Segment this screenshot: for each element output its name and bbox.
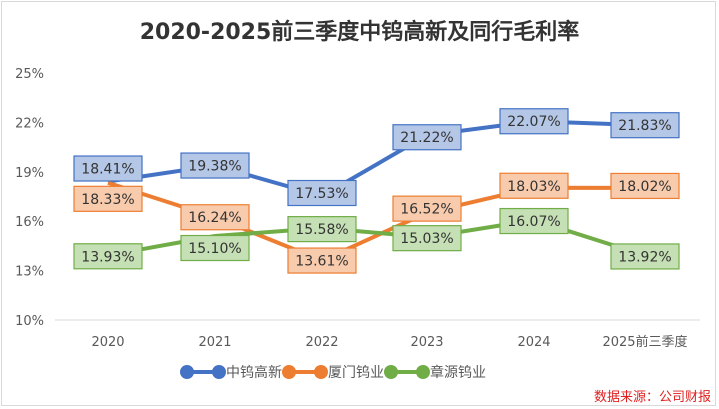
data-label-box <box>287 216 357 243</box>
data-label-box <box>73 243 143 270</box>
y-tick-label: 22% <box>15 116 44 131</box>
data-label-text: 16.52% <box>400 202 453 218</box>
data-label-box <box>73 155 143 182</box>
data-label-box <box>180 152 250 179</box>
data-label-box <box>610 112 680 139</box>
data-label-box <box>392 195 462 222</box>
data-label-box <box>287 179 357 207</box>
data-label-box <box>180 234 250 262</box>
x-tick-label: 2020 <box>91 335 124 350</box>
data-label-text: 19.38% <box>188 159 241 175</box>
data-label-text: 18.41% <box>81 162 134 178</box>
legend: 中钨高新 厦门钨业 章源钨业 <box>180 362 486 382</box>
legend-marker-icon <box>282 365 328 379</box>
source-note: 数据来源：公司财报 <box>593 390 711 405</box>
data-label: 22.07% <box>499 108 569 135</box>
legend-label: 章源钨业 <box>430 365 486 381</box>
data-label-text: 15.58% <box>295 222 348 238</box>
legend-label: 中钨高新 <box>226 365 282 381</box>
data-label: 19.38% <box>180 152 250 179</box>
data-label-text: 15.10% <box>188 241 241 257</box>
x-tick-label: 2023 <box>410 335 443 350</box>
legend-item: 厦门钨业 <box>282 362 384 382</box>
data-label: 13.93% <box>73 243 143 270</box>
legend-item: 章源钨业 <box>384 362 486 382</box>
data-label: 15.58% <box>287 216 357 243</box>
data-label-box <box>499 108 569 135</box>
data-label: 18.33% <box>73 185 143 212</box>
y-tick-label: 19% <box>15 166 44 181</box>
x-tick-label: 2021 <box>198 335 231 350</box>
data-label-text: 21.83% <box>618 118 671 134</box>
data-label: 16.24% <box>180 204 250 231</box>
data-label-text: 16.07% <box>507 214 560 230</box>
data-label-text: 16.24% <box>188 210 241 226</box>
legend-marker-icon <box>180 365 226 379</box>
chart-title: 2020-2025前三季度中钨高新及同行毛利率 <box>139 20 580 45</box>
data-label: 21.83% <box>610 112 680 139</box>
data-label-text: 18.02% <box>618 179 671 195</box>
legend-item: 中钨高新 <box>180 362 282 382</box>
x-tick-label: 2022 <box>305 335 338 350</box>
data-label-box <box>610 243 680 270</box>
data-label-box <box>392 124 462 151</box>
data-label-box <box>499 172 569 199</box>
legend-marker-icon <box>384 365 430 379</box>
data-label: 16.07% <box>499 207 569 235</box>
data-label: 13.92% <box>610 243 680 270</box>
data-label-text: 21.22% <box>400 130 453 146</box>
data-label: 13.61% <box>287 247 357 274</box>
data-label-text: 15.03% <box>400 231 453 247</box>
data-label-text: 13.92% <box>618 249 671 265</box>
data-label-text: 17.53% <box>295 186 348 202</box>
data-label: 18.03% <box>499 172 569 199</box>
x-tick-label: 2024 <box>517 335 550 350</box>
x-tick-label: 2025前三季度 <box>602 334 687 350</box>
data-label: 15.10% <box>180 234 250 262</box>
legend-label: 厦门钨业 <box>328 365 384 381</box>
data-label-box <box>392 225 462 252</box>
data-label-box <box>499 207 569 235</box>
data-label-box <box>287 247 357 274</box>
data-label-text: 18.33% <box>81 192 134 208</box>
data-label-text: 22.07% <box>507 114 560 130</box>
data-label: 18.02% <box>610 172 680 200</box>
data-label: 15.03% <box>392 225 462 252</box>
data-label: 16.52% <box>392 195 462 222</box>
y-tick-label: 25% <box>15 67 44 82</box>
data-label: 21.22% <box>392 124 462 151</box>
data-label-box <box>610 172 680 200</box>
y-tick-label: 10% <box>15 314 44 329</box>
data-label: 17.53% <box>287 179 357 207</box>
data-label-box <box>73 185 143 212</box>
y-tick-label: 13% <box>15 265 44 280</box>
data-label-box <box>180 204 250 231</box>
data-label-text: 18.03% <box>507 179 560 195</box>
data-label-text: 13.61% <box>295 254 348 270</box>
data-label: 18.41% <box>73 155 143 182</box>
data-label-text: 13.93% <box>81 249 134 265</box>
y-tick-label: 16% <box>15 215 44 230</box>
